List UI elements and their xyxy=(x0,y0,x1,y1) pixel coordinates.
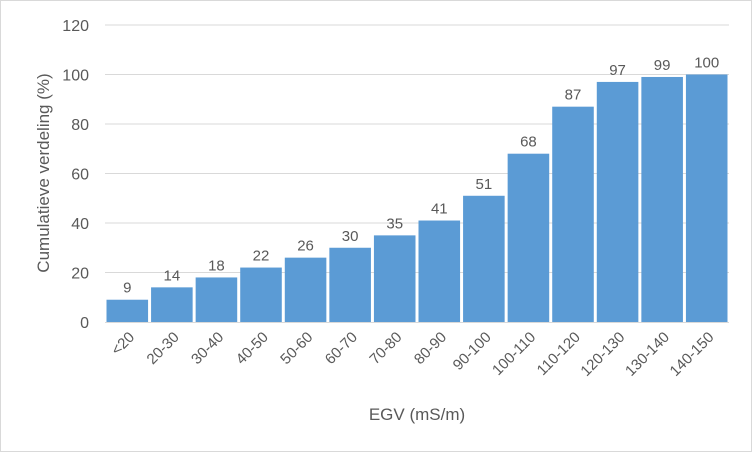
data-labels: 9 14 18 22 26 30 35 41 51 68 87 97 99 100 xyxy=(123,55,719,297)
data-label: 14 xyxy=(164,267,181,284)
y-tick-label: 0 xyxy=(80,315,89,332)
bars xyxy=(106,74,728,322)
data-label: 68 xyxy=(520,134,537,151)
data-label: 100 xyxy=(694,55,719,72)
bar xyxy=(507,153,550,322)
x-tick-label: 100-110 xyxy=(489,329,539,379)
data-label: 99 xyxy=(654,57,671,74)
y-tick-label: 120 xyxy=(62,18,89,35)
bar xyxy=(552,106,594,322)
x-tick-label: 130-140 xyxy=(622,329,673,380)
x-tick-label: 140-150 xyxy=(667,329,718,380)
data-label: 35 xyxy=(386,215,403,232)
y-tick-label: 20 xyxy=(71,266,89,283)
data-label: 26 xyxy=(297,238,314,255)
bar xyxy=(329,247,371,322)
bar xyxy=(284,257,327,322)
x-tick-label: 70-80 xyxy=(366,329,405,368)
bar xyxy=(106,299,149,322)
x-tick-label: 110-120 xyxy=(534,329,584,379)
x-tick-label: 30-40 xyxy=(188,329,227,368)
bar xyxy=(195,277,238,322)
data-label: 51 xyxy=(476,176,493,193)
y-tick-label: 100 xyxy=(62,68,89,85)
x-tick-label: 40-50 xyxy=(233,329,272,368)
bar xyxy=(151,287,193,322)
y-tick-label: 60 xyxy=(71,167,89,184)
data-label: 30 xyxy=(342,228,359,245)
x-tick-label: 80-90 xyxy=(411,329,450,368)
bar xyxy=(373,235,416,322)
data-label: 9 xyxy=(123,280,131,297)
x-axis-title: EGV (mS/m) xyxy=(369,405,465,424)
bar xyxy=(685,74,728,322)
x-axis-ticks: <20 20-30 30-40 40-50 50-60 60-70 70-80 80-90 90… xyxy=(108,329,717,380)
data-label: 87 xyxy=(565,87,582,104)
x-tick-label: 60-70 xyxy=(322,329,361,368)
y-axis-ticks: 0 20 40 60 80 100 120 xyxy=(62,18,89,332)
data-label: 97 xyxy=(609,62,626,79)
y-axis-title: Cumulatieve verdeling (%) xyxy=(34,73,53,272)
x-tick-label: <20 xyxy=(108,329,138,359)
data-label: 22 xyxy=(253,248,270,265)
data-label: 41 xyxy=(431,201,448,218)
y-tick-label: 80 xyxy=(71,117,89,134)
bar xyxy=(641,76,683,322)
x-tick-label: 50-60 xyxy=(277,329,316,368)
bar xyxy=(596,81,639,322)
x-tick-label: 120-130 xyxy=(577,329,628,380)
y-tick-label: 40 xyxy=(71,216,89,233)
bar xyxy=(418,220,461,322)
x-tick-label: 20-30 xyxy=(144,329,183,368)
data-label: 18 xyxy=(208,257,225,274)
bar xyxy=(463,195,505,322)
bar xyxy=(240,267,282,322)
